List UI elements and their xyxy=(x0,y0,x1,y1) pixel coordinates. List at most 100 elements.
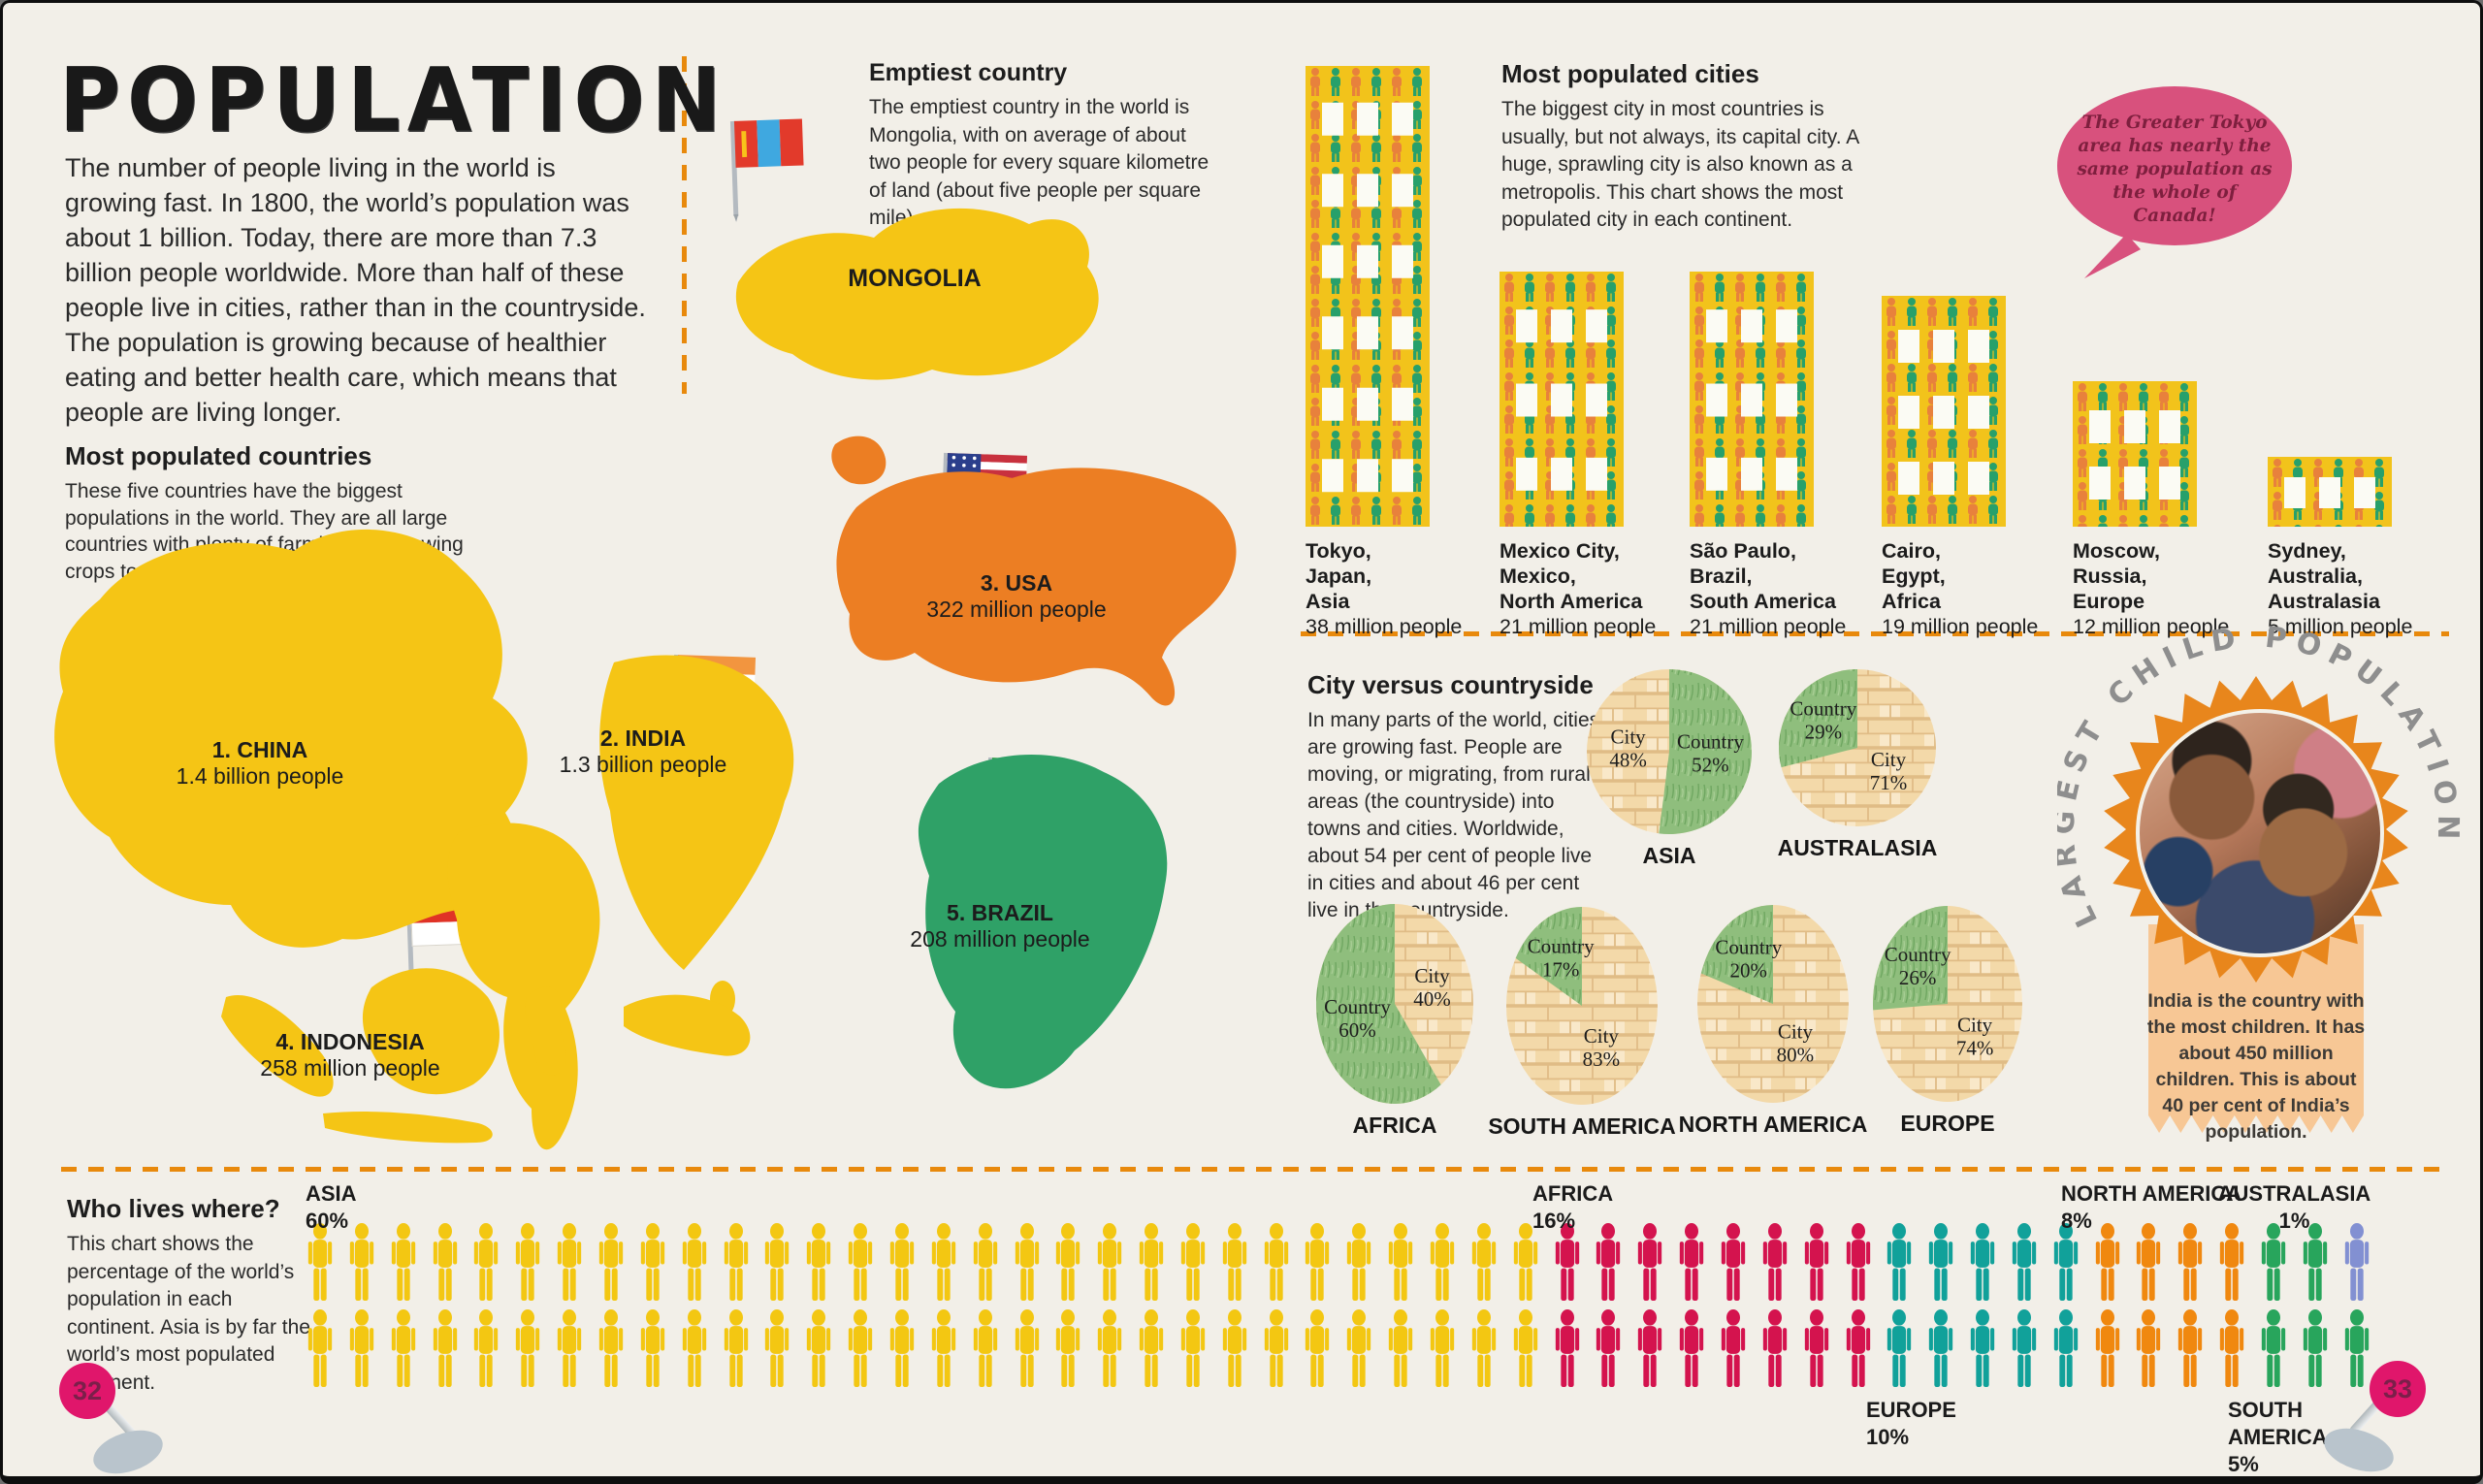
building-window xyxy=(1933,396,1954,429)
emptiest-country-body: The emptiest country in the world is Mon… xyxy=(869,96,1209,229)
person-icon xyxy=(846,1223,875,1301)
building-window xyxy=(1392,244,1413,278)
building-window xyxy=(1392,316,1413,350)
pie-slice-label: City 48% xyxy=(1609,725,1647,771)
divider-vertical-intro xyxy=(682,56,687,394)
building-window xyxy=(2159,410,2180,443)
cities-bar-chart xyxy=(1303,61,2408,527)
person-icon xyxy=(722,1223,751,1301)
person-icon xyxy=(306,1223,335,1301)
country-slice xyxy=(1515,907,1582,1006)
person-icon xyxy=(555,1309,584,1387)
country-slice xyxy=(1700,905,1773,1004)
city-bar-label: Mexico City, Mexico, North America 21 milli… xyxy=(1499,539,1657,638)
person-icon xyxy=(1594,1309,1623,1387)
country-map-label: 1. CHINA 1.4 billion people xyxy=(176,737,344,789)
person-icon xyxy=(389,1309,418,1387)
person-icon xyxy=(929,1309,958,1387)
usa-map xyxy=(836,468,1237,706)
building-window xyxy=(1586,383,1607,417)
intro-paragraph: The number of people living in the world… xyxy=(65,153,646,427)
building-window xyxy=(1741,457,1762,491)
person-icon xyxy=(2342,1223,2371,1301)
person-icon xyxy=(2051,1223,2080,1301)
pie-continent-name: AFRICA xyxy=(1352,1113,1437,1138)
building-window xyxy=(2089,410,2111,443)
page-number-left-pin: 32 xyxy=(59,1363,115,1419)
building-window xyxy=(1357,102,1378,136)
person-icon xyxy=(1469,1223,1499,1301)
person-icon xyxy=(680,1309,709,1387)
person-icon xyxy=(1968,1309,1997,1387)
building-window xyxy=(1357,174,1378,208)
building-window xyxy=(1322,316,1343,350)
city-building xyxy=(1882,296,2006,527)
person-icon xyxy=(1844,1223,1873,1301)
pictogram-segment-label: AFRICA 16% xyxy=(1532,1181,1614,1233)
pie-slice-label: Country 20% xyxy=(1715,936,1782,983)
building-window xyxy=(1706,383,1727,417)
building-window xyxy=(1516,457,1537,491)
building-window xyxy=(1898,462,1919,495)
building-window xyxy=(1968,396,1989,429)
person-icon xyxy=(1469,1309,1499,1387)
person-icon xyxy=(1262,1223,1291,1301)
pie-continent-name: AUSTRALASIA xyxy=(1777,835,1938,860)
pie-slice-label: City 74% xyxy=(1956,1014,1993,1060)
building-window xyxy=(1968,462,1989,495)
building-window xyxy=(1586,457,1607,491)
person-icon xyxy=(471,1223,500,1301)
pie-slice-label: Country 26% xyxy=(1885,943,1951,989)
person-icon xyxy=(680,1223,709,1301)
person-icon xyxy=(2134,1309,2163,1387)
building-window xyxy=(1322,244,1343,278)
children-photo xyxy=(2136,709,2384,957)
building-window xyxy=(2284,477,2306,508)
pie-slice-label: Country 52% xyxy=(1677,730,1744,777)
person-icon xyxy=(971,1223,1000,1301)
person-icon xyxy=(2217,1309,2246,1387)
cities-heading: Most populated cities xyxy=(1501,59,1759,88)
person-icon xyxy=(1428,1309,1457,1387)
cvc-body: In many parts of the world, cities are g… xyxy=(1307,709,1600,921)
person-icon xyxy=(1013,1309,1042,1387)
wlw-heading: Who lives where? xyxy=(67,1194,280,1223)
building-window xyxy=(1586,309,1607,343)
flag-mongolia xyxy=(729,118,804,222)
building-window xyxy=(1898,396,1919,429)
city-building xyxy=(1499,272,1624,527)
building-window xyxy=(1776,457,1797,491)
pie-continent-name: EUROPE xyxy=(1900,1111,1995,1136)
person-icon xyxy=(804,1223,833,1301)
person-icon xyxy=(1386,1309,1415,1387)
person-icon xyxy=(1013,1223,1042,1301)
city-building xyxy=(2073,381,2197,527)
building-window xyxy=(1776,309,1797,343)
building-window xyxy=(1392,459,1413,493)
alaska-map xyxy=(831,436,887,485)
building-window xyxy=(1357,387,1378,421)
city-bar-label: São Paulo, Brazil, South America 21 million… xyxy=(1690,539,1847,638)
city-building xyxy=(1306,66,1430,527)
pie-slice-label: Country 17% xyxy=(1528,935,1595,982)
page-title: POPULATION xyxy=(59,49,728,152)
person-icon xyxy=(2010,1309,2039,1387)
person-icon xyxy=(1760,1223,1790,1301)
building-window xyxy=(1741,309,1762,343)
continent-pie: Country 17% City 83% xyxy=(1506,907,1658,1105)
building-window xyxy=(1516,309,1537,343)
person-icon xyxy=(887,1223,917,1301)
building-window xyxy=(1516,383,1537,417)
continent-pie: Country 20% City 80% xyxy=(1697,905,1849,1103)
pie-continent-name: SOUTH AMERICA xyxy=(1488,1113,1676,1139)
building-window xyxy=(1322,387,1343,421)
person-icon xyxy=(1926,1223,1955,1301)
cvc-heading: City versus countryside xyxy=(1307,670,1594,699)
person-icon xyxy=(347,1309,376,1387)
city-bar-label: Tokyo, Japan, Asia 38 million people xyxy=(1306,539,1463,638)
person-icon xyxy=(2342,1309,2371,1387)
person-icon xyxy=(2134,1223,2163,1301)
person-icon xyxy=(1262,1309,1291,1387)
building-window xyxy=(1392,102,1413,136)
cities-body: The biggest city in most countries is us… xyxy=(1501,98,1859,231)
